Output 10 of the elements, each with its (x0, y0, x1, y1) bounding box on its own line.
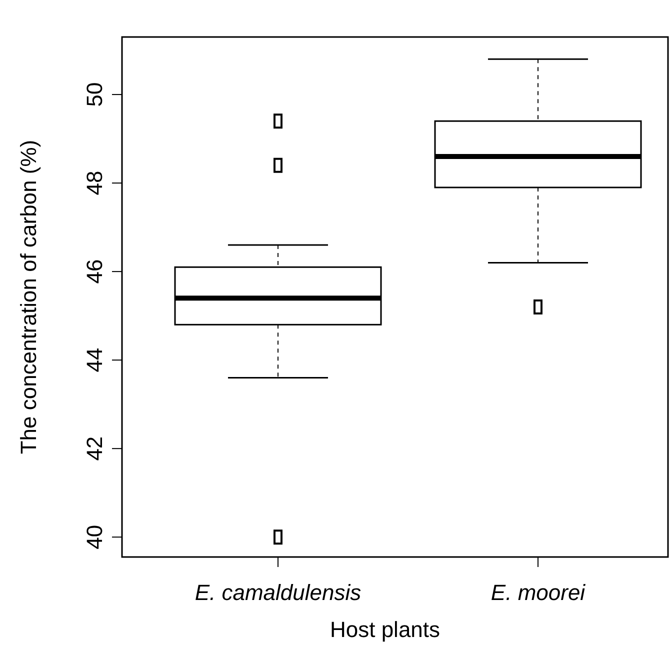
y-tick-label: 50 (82, 82, 107, 107)
y-tick-label: 40 (82, 524, 107, 550)
y-tick-label: 46 (82, 259, 107, 284)
y-tick-label: 48 (82, 170, 107, 196)
y-tick-label: 44 (82, 348, 107, 372)
x-tick-label: E. camaldulensis (194, 580, 362, 605)
y-axis-title: The concentration of carbon (%) (16, 140, 41, 454)
x-tick-label: E. moorei (490, 580, 586, 605)
x-axis-title: Host plants (330, 617, 440, 642)
y-tick-label: 42 (82, 436, 107, 461)
